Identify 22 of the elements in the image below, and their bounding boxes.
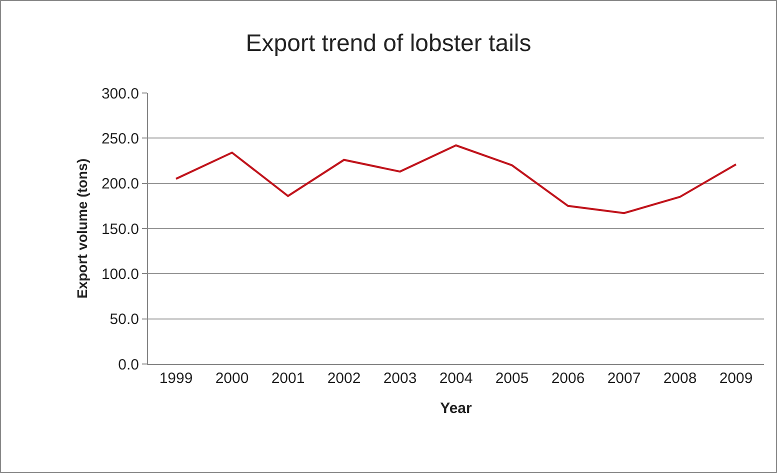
y-tick-label: 50.0 [110, 311, 139, 328]
y-axis-title: Export volume (tons) [74, 158, 90, 299]
y-tick-label: 100.0 [101, 266, 139, 283]
x-tick-label: 2007 [607, 370, 641, 387]
x-axis-title: Year [440, 400, 472, 417]
x-tick-label: 1999 [159, 370, 193, 387]
x-tick-label: 2003 [383, 370, 417, 387]
y-tick-label: 300.0 [101, 85, 139, 102]
x-tick-label: 2001 [271, 370, 305, 387]
y-tick-label: 250.0 [101, 130, 139, 148]
x-tick-label: 2008 [663, 370, 697, 387]
x-tick-label: 2006 [551, 370, 585, 387]
x-tick-label: 2002 [327, 370, 361, 387]
x-tick-label: 2004 [439, 370, 473, 387]
chart-title: Export trend of lobster tails [246, 30, 532, 57]
y-tick-label: 0.0 [118, 356, 139, 374]
y-tick-label: 150.0 [101, 220, 139, 238]
line-series [175, 144, 737, 214]
x-tick-label: 2009 [719, 370, 753, 387]
x-tick-label: 2000 [215, 370, 249, 387]
x-tick-label: 2005 [495, 370, 529, 387]
y-tick-label: 200.0 [101, 176, 139, 193]
